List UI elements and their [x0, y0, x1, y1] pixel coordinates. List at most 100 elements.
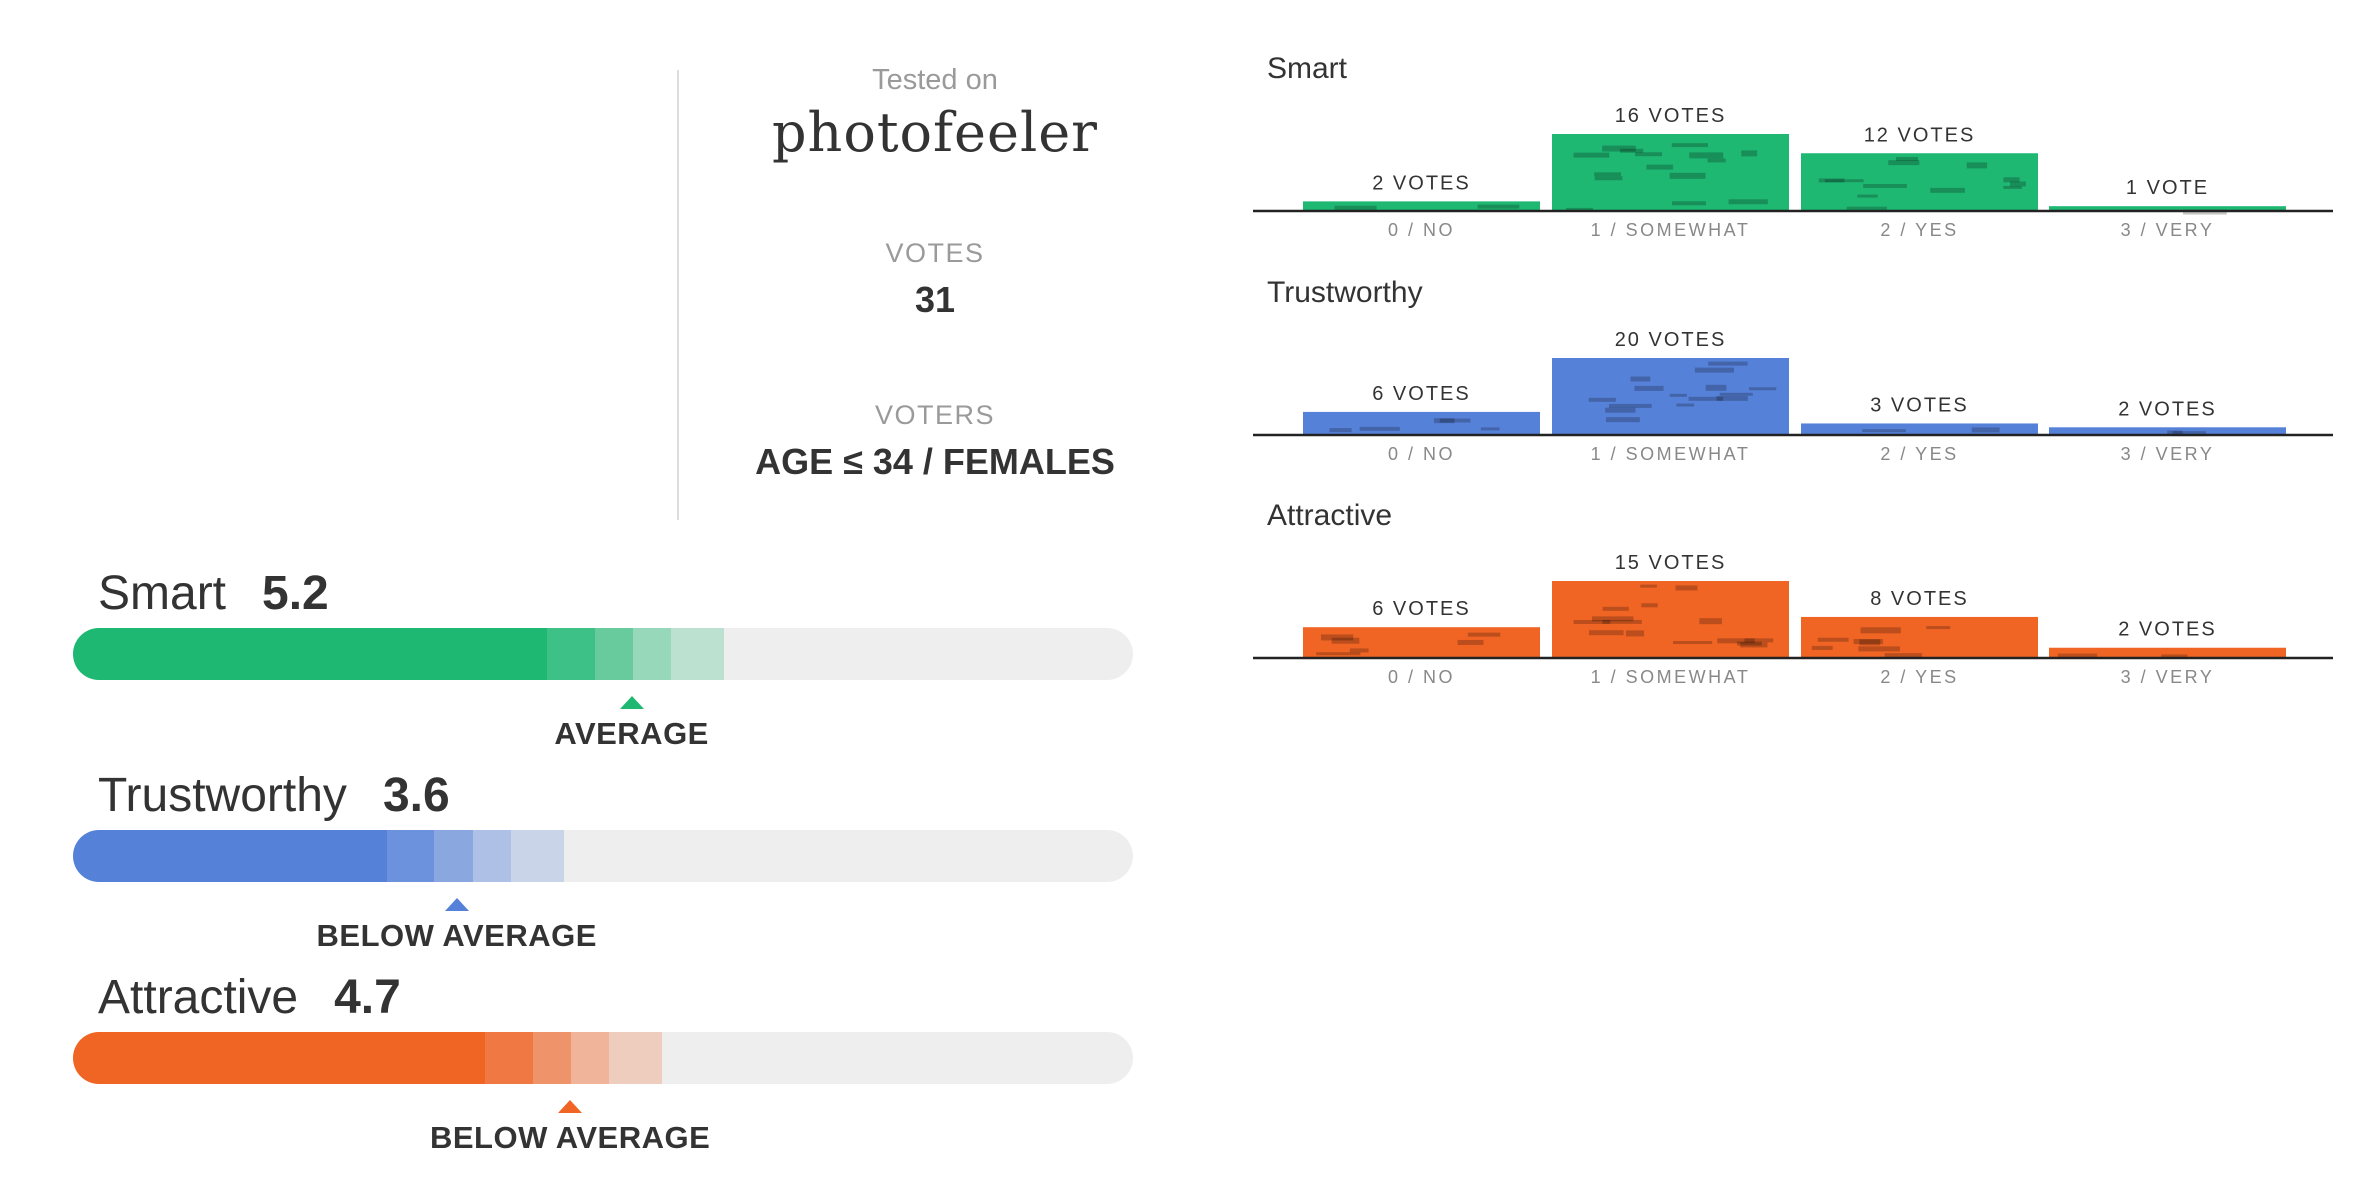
histogram-bar-texture — [1707, 158, 1726, 163]
histogram-bar-texture — [2057, 653, 2098, 658]
histogram-bar-texture — [1675, 585, 1698, 591]
score-bar-fade — [533, 1032, 572, 1084]
histogram-bar-texture — [2003, 177, 2020, 183]
score-bar-fade — [386, 830, 435, 882]
histogram-data-label: 6 VOTES — [1372, 598, 1470, 620]
histogram-bar-texture — [1748, 387, 1777, 391]
histogram-bar-texture — [1860, 627, 1901, 634]
histogram-bar — [2049, 427, 2286, 435]
histogram-bar-texture — [1896, 156, 1918, 161]
histogram-bar-texture — [1602, 606, 1629, 611]
histogram-bar-texture — [1605, 407, 1636, 413]
histogram-bar-texture — [1329, 428, 1352, 433]
histogram-bar-texture — [1439, 418, 1471, 423]
score-attractive: Attractive 4.7 BELOW AVERAGE — [73, 970, 1133, 1160]
histogram-bar-texture — [1728, 199, 1768, 205]
histogram-data-label: 2 VOTES — [2118, 619, 2216, 641]
histogram-data-label: 20 VOTES — [1615, 329, 1727, 351]
histogram-bar — [1552, 134, 1789, 211]
histogram-bar-texture — [1669, 172, 1706, 179]
score-bar-fade — [434, 830, 473, 882]
histogram-trustworthy: Trustworthy 6 VOTES 0 / NO 20 VOTES 1 / SOM… — [1250, 276, 2340, 476]
histogram-bar-texture — [1640, 584, 1657, 588]
histogram-category-label: 3 / VERY — [2121, 220, 2215, 240]
tested-on-block: Tested on photofeeler — [700, 64, 1170, 164]
histogram-category-label: 3 / VERY — [2121, 444, 2215, 464]
histogram-smart: Smart 2 VOTES 0 / NO 16 VOTES 1 / SOMEWHAT 1… — [1250, 52, 2340, 252]
histogram-bar — [2049, 647, 2286, 658]
histogram-category-label: 2 / YES — [1880, 667, 1958, 687]
histogram-category-label: 1 / SOMEWHAT — [1591, 667, 1751, 687]
score-bar-fade — [485, 1032, 534, 1084]
histogram-bar-texture — [1817, 637, 1849, 642]
histogram-bar-texture — [1930, 187, 1965, 193]
histogram-category-label: 0 / NO — [1388, 444, 1455, 464]
score-verdict: BELOW AVERAGE — [429, 1120, 711, 1155]
histogram-bar-texture — [1573, 619, 1611, 624]
histogram-bar-texture — [1824, 179, 1864, 183]
histogram-bar-texture — [1608, 403, 1652, 408]
histogram-bar-texture — [1676, 403, 1695, 407]
votes-value: 31 — [914, 279, 956, 320]
score-bar-fade — [609, 1032, 663, 1084]
histogram-bar-texture — [1716, 395, 1748, 401]
histogram-bar-texture — [1331, 637, 1360, 644]
histogram-title: Trustworthy — [1267, 276, 1423, 309]
histogram-bar-texture — [1689, 152, 1724, 159]
histogram-bar-texture — [1717, 638, 1755, 644]
score-bar-fill — [73, 1032, 486, 1084]
histogram-data-label: 6 VOTES — [1372, 383, 1470, 405]
score-bar-fade — [472, 830, 511, 882]
histogram-bar-texture — [1672, 201, 1706, 206]
voters-value: AGE ≤ 34 / FEMALES — [755, 441, 1115, 482]
average-marker-icon — [619, 696, 644, 709]
histogram-data-label: 1 VOTE — [2126, 177, 2209, 199]
histogram-category-label: 0 / NO — [1388, 220, 1455, 240]
histogram-title: Smart — [1267, 52, 1348, 85]
histogram-bar-texture — [2167, 430, 2183, 435]
histogram-bar-texture — [1853, 639, 1883, 645]
histogram-bar-texture — [1359, 426, 1400, 431]
histogram-bar-texture — [1846, 206, 1887, 210]
histogram-bar-texture — [1719, 392, 1753, 396]
histogram-bar-texture — [1862, 429, 1906, 433]
histogram-data-label: 2 VOTES — [2118, 398, 2216, 420]
histogram-category-label: 2 / YES — [1880, 220, 1958, 240]
histogram-bar-texture — [1672, 641, 1713, 645]
histogram-bar-texture — [1602, 145, 1636, 152]
histogram-bar-texture — [1620, 148, 1644, 153]
histogram-bar — [2049, 206, 2286, 211]
histogram-attractive: Attractive 6 VOTES 0 / NO 15 VOTES 1 / SOME… — [1250, 499, 2340, 699]
histogram-bar-texture — [1602, 619, 1642, 624]
score-title: Smart 5.2 — [98, 566, 329, 621]
histogram-bar-texture — [1480, 427, 1500, 431]
histogram-bar-texture — [2172, 431, 2206, 437]
histogram-bar-texture — [1349, 648, 1369, 653]
histogram-bar-texture — [1669, 393, 1687, 397]
score-bar-fill — [73, 830, 387, 882]
votes-label: VOTES — [885, 238, 985, 268]
histogram-bar-texture — [1857, 194, 1878, 198]
histogram-bar-texture — [1635, 152, 1663, 157]
histogram-bar-texture — [1433, 418, 1455, 424]
score-value: 3.6 — [382, 769, 450, 822]
voters-block: VOTERS AGE ≤ 34 / FEMALES — [700, 400, 1170, 483]
votes-block: VOTES 31 — [700, 238, 1170, 321]
histogram-bar-texture — [1863, 183, 1907, 188]
histogram-bar-texture — [1321, 634, 1354, 641]
histogram-data-label: 3 VOTES — [1870, 394, 1968, 416]
score-verdict: AVERAGE — [554, 716, 709, 751]
histogram-chart: 2 VOTES 0 / NO 16 VOTES 1 / SOMEWHAT 12 VOTE… — [1253, 105, 2333, 240]
header-divider — [677, 70, 679, 520]
histogram-bar — [1801, 423, 2038, 435]
histogram-bar-texture — [1741, 150, 1758, 157]
histogram-data-label: 15 VOTES — [1615, 552, 1727, 574]
histogram-bar — [1303, 627, 1540, 658]
histogram-bar — [1303, 201, 1540, 211]
score-bar-track — [73, 830, 1133, 882]
voters-label: VOTERS — [874, 400, 996, 430]
score-name: Attractive — [98, 971, 299, 1024]
score-bar-fade — [670, 628, 724, 680]
histogram-title: Attractive — [1267, 499, 1393, 532]
brand-logo: photofeeler — [771, 101, 1098, 164]
